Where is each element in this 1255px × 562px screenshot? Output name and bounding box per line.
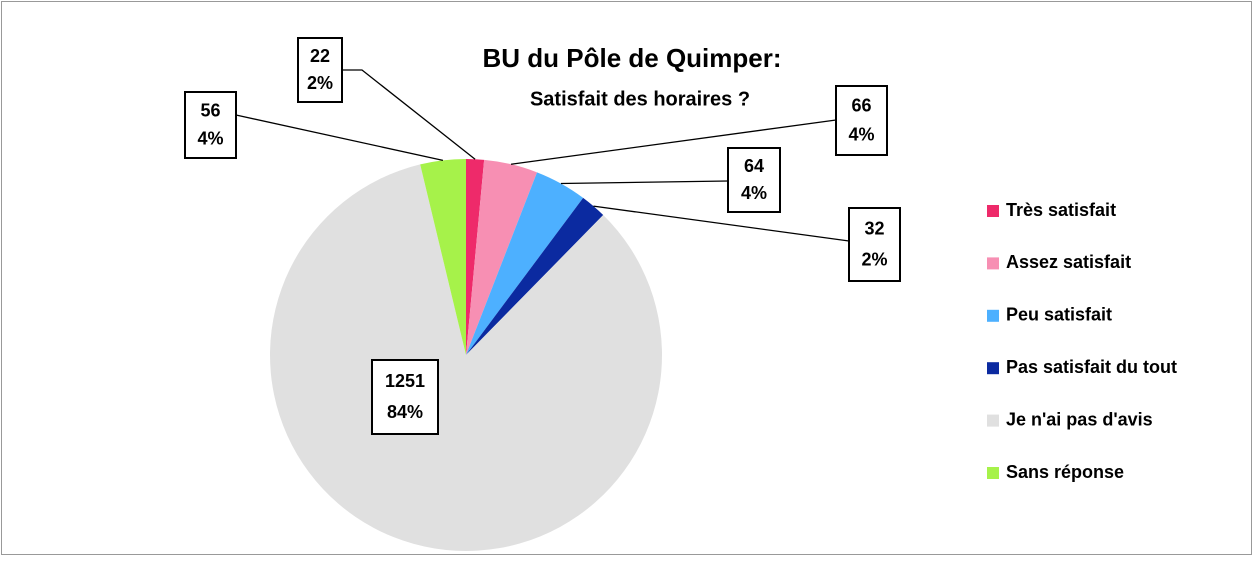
- data-label-percent: 4%: [848, 124, 874, 144]
- leader-line: [560, 180, 729, 185]
- pie-slice: [420, 159, 466, 355]
- pie-slice: [466, 172, 584, 355]
- data-label-box: [371, 359, 439, 435]
- legend-swatch: [987, 362, 999, 375]
- data-label-value: 64: [744, 156, 764, 176]
- legend-swatch: [987, 467, 999, 479]
- leader-line: [235, 114, 444, 161]
- pie-slice: [466, 159, 538, 355]
- data-label-percent: 4%: [741, 183, 767, 203]
- data-label-value: 22: [310, 46, 330, 66]
- legend-label: Très satisfait: [1006, 200, 1116, 220]
- leader-line: [510, 119, 837, 165]
- leader-line: [342, 69, 476, 160]
- chart-subtitle: Satisfait des horaires ?: [530, 88, 750, 110]
- legend-swatch: [987, 205, 999, 217]
- legend-label: Assez satisfait: [1006, 252, 1131, 272]
- leader-line: [593, 205, 850, 242]
- data-label-box: [184, 91, 237, 159]
- legend-label: Peu satisfait: [1006, 305, 1112, 325]
- data-label-percent: 2%: [861, 249, 887, 269]
- data-label-box: [297, 37, 343, 103]
- pie-slice: [270, 164, 662, 551]
- data-label-value: 1251: [385, 371, 425, 391]
- data-label-percent: 2%: [307, 73, 333, 93]
- legend-label: Pas satisfait du tout: [1006, 357, 1177, 377]
- data-label-box: [835, 85, 888, 156]
- data-label-box: [727, 147, 781, 213]
- legend-label: Je n'ai pas d'avis: [1006, 409, 1153, 429]
- data-label-box: [848, 207, 901, 282]
- pie-slice: [466, 159, 485, 355]
- data-label-percent: 84%: [387, 402, 423, 422]
- data-label-value: 66: [851, 95, 871, 115]
- legend-swatch: [987, 414, 999, 427]
- chart-title: BU du Pôle de Quimper:: [482, 43, 781, 73]
- legend-swatch: [987, 257, 999, 270]
- legend-swatch: [987, 309, 999, 322]
- data-label-percent: 4%: [197, 128, 223, 148]
- data-label-value: 56: [200, 101, 220, 121]
- data-label-value: 32: [864, 219, 884, 239]
- pie-slice: [466, 197, 604, 355]
- legend-label: Sans réponse: [1006, 462, 1124, 482]
